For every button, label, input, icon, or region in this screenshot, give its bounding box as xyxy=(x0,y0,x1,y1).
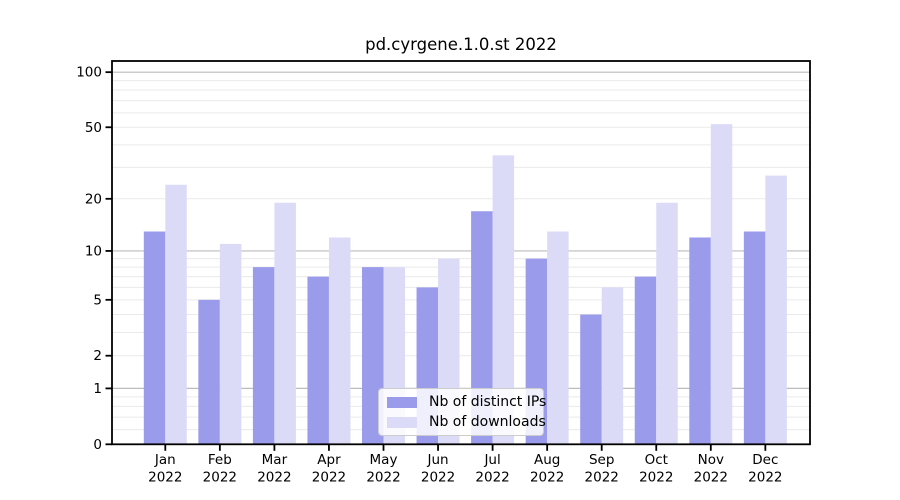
bar-nov-downloads xyxy=(710,124,733,445)
y-axis-tick-label: 20 xyxy=(85,191,102,207)
legend-item-downloads: Nb of downloads xyxy=(387,415,546,429)
legend-swatch-distinct-ips xyxy=(387,396,417,408)
chart-title: pd.cyrgene.1.0.st 2022 xyxy=(365,35,557,54)
x-axis-tick-label-year: 2022 xyxy=(694,470,728,486)
x-axis-tick-label-year: 2022 xyxy=(748,470,782,486)
x-axis-tick-label-month: Sep xyxy=(589,452,614,468)
x-axis-tick-label-year: 2022 xyxy=(530,470,564,486)
x-axis-tick-label-month: Apr xyxy=(317,452,341,468)
y-axis-tick-label: 5 xyxy=(93,292,102,308)
bar-jan-downloads xyxy=(165,184,187,445)
x-axis-tick-label-year: 2022 xyxy=(475,470,509,486)
bar-oct-downloads xyxy=(656,202,678,445)
x-axis-tick-label-month: Aug xyxy=(534,452,560,468)
y-axis-tick-label: 10 xyxy=(85,243,102,259)
chart-legend: Nb of distinct IPs Nb of downloads xyxy=(378,388,546,436)
x-axis-tick-label-month: Mar xyxy=(262,452,288,468)
x-axis-tick-label-year: 2022 xyxy=(366,470,400,486)
x-axis-tick-label-month: Dec xyxy=(752,452,778,468)
x-axis-tick-label-month: Nov xyxy=(698,452,724,468)
bar-nov-distinct-ips xyxy=(689,237,711,445)
x-axis-tick-label-month: Feb xyxy=(208,452,232,468)
x-axis-tick-label-year: 2022 xyxy=(148,470,182,486)
x-axis-tick-label-month: Jul xyxy=(483,452,500,468)
legend-label-distinct-ips: Nb of distinct IPs xyxy=(429,394,547,410)
plot-border xyxy=(111,60,811,446)
bar-jul-downloads xyxy=(492,155,515,445)
y-axis-tick-label: 2 xyxy=(93,348,102,364)
bar-sep-downloads xyxy=(601,287,624,445)
bar-mar-downloads xyxy=(274,202,296,445)
y-axis-tick-label: 1 xyxy=(93,381,102,397)
bar-feb-distinct-ips xyxy=(198,299,220,445)
bar-sep-distinct-ips xyxy=(580,314,602,445)
bar-feb-downloads xyxy=(219,243,242,445)
x-axis-tick-label-year: 2022 xyxy=(257,470,291,486)
bar-jan-distinct-ips xyxy=(143,231,166,445)
bar-mar-distinct-ips xyxy=(252,267,275,445)
legend-item-distinct-ips: Nb of distinct IPs xyxy=(387,395,546,409)
x-axis-tick-label-year: 2022 xyxy=(585,470,619,486)
bar-apr-downloads xyxy=(328,237,351,445)
bar-oct-distinct-ips xyxy=(634,276,657,445)
bar-apr-distinct-ips xyxy=(307,276,329,445)
x-axis-tick-label-year: 2022 xyxy=(203,470,237,486)
x-axis-tick-label-year: 2022 xyxy=(639,470,673,486)
x-axis-tick-label-month: Jun xyxy=(427,452,449,468)
legend-label-downloads: Nb of downloads xyxy=(429,414,546,430)
bar-jul-distinct-ips xyxy=(471,211,493,445)
bar-dec-downloads xyxy=(765,175,787,445)
legend-swatch-downloads xyxy=(387,416,417,428)
x-axis-tick-label-month: Jan xyxy=(154,452,176,468)
y-axis-tick-label: 50 xyxy=(85,120,102,136)
y-axis-tick-label: 0 xyxy=(93,437,102,453)
x-axis-tick-label-month: Oct xyxy=(645,452,668,468)
x-axis-tick-label-month: May xyxy=(370,452,398,468)
bar-dec-distinct-ips xyxy=(743,231,766,445)
x-axis-tick-label-year: 2022 xyxy=(312,470,346,486)
bar-aug-downloads xyxy=(547,231,569,445)
y-axis-tick-label: 100 xyxy=(76,65,102,81)
x-axis-tick-label-year: 2022 xyxy=(421,470,455,486)
